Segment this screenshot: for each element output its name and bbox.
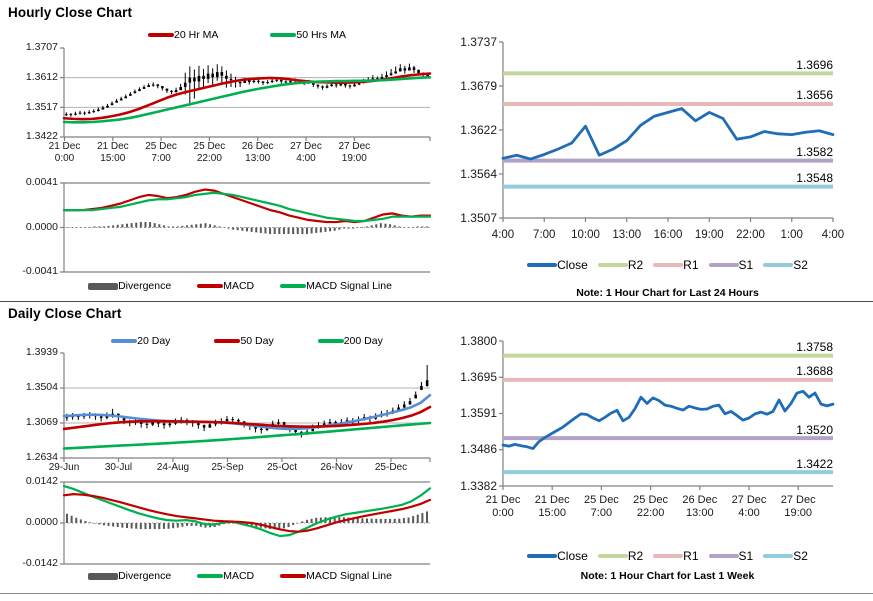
legend-swatch-200-day: [317, 339, 344, 343]
legend-swatch-s1: [708, 554, 739, 558]
legend-label: 50 Day: [240, 335, 274, 347]
legend-swatch-s2: [763, 263, 794, 267]
legend-swatch-20-day: [111, 339, 138, 343]
legend-label: MACD: [223, 570, 255, 582]
legend-item: Close: [527, 549, 588, 563]
legend-item: S1: [708, 549, 754, 563]
legend-item: MACD: [197, 280, 254, 292]
legend-label: S1: [738, 258, 754, 272]
legend-label: Close: [557, 258, 588, 272]
legend-item: 20 Hr MA: [148, 29, 218, 41]
legend-item: 50 Hrs MA: [270, 29, 346, 41]
legend-label: R1: [683, 258, 699, 272]
legend-swatch-r1: [653, 554, 684, 558]
legend-item: S2: [763, 258, 808, 272]
legend-item: R2: [597, 549, 644, 563]
legend-item: MACD: [197, 570, 254, 582]
legend-item: Close: [527, 258, 588, 272]
legend-item: R1: [653, 549, 699, 563]
legend-label: R1: [683, 549, 699, 563]
hourly-section-title: Hourly Close Chart: [8, 5, 133, 20]
legend-swatch-50-day: [214, 339, 241, 343]
legend-label: MACD: [223, 280, 255, 292]
legend-item: 20 Day: [111, 335, 170, 347]
legend-label: S2: [793, 549, 808, 563]
legend-swatch-r2: [597, 554, 628, 558]
legend-label: S2: [793, 258, 808, 272]
legend-swatch-macd: [197, 574, 224, 578]
legend-label: 50 Hrs MA: [296, 29, 346, 41]
legend-label: MACD Signal Line: [306, 280, 392, 292]
legend-swatch-close: [527, 263, 558, 267]
legend-item: Divergence: [88, 570, 171, 582]
bottom-divider: [0, 593, 873, 594]
legend-item: 200 Day: [317, 335, 383, 347]
legend-item: MACD Signal Line: [280, 280, 392, 292]
weekly-pivot-legend: Close R2 R1 S1 S2: [495, 549, 840, 563]
weekly-pivot-note: Note: 1 Hour Chart for Last 1 Week: [580, 570, 755, 582]
hourly-ma-legend: 20 Hr MA 50 Hrs MA: [64, 29, 430, 41]
legend-swatch-50-hrs-ma: [270, 33, 297, 37]
legend-item: S1: [708, 258, 754, 272]
daily-section-title: Daily Close Chart: [8, 306, 122, 321]
hourly-macd-legend: Divergence MACD MACD Signal Line: [50, 280, 430, 292]
legend-label: 20 Hr MA: [174, 29, 219, 41]
legend-swatch-r2: [597, 263, 628, 267]
legend-item: Divergence: [88, 280, 171, 292]
section-divider: [0, 301, 873, 302]
legend-item: 50 Day: [214, 335, 274, 347]
legend-item: R2: [597, 258, 644, 272]
legend-swatch-macd-signal-line: [280, 284, 307, 288]
legend-label: Close: [557, 549, 588, 563]
legend-label: R2: [627, 258, 644, 272]
legend-swatch-close: [527, 554, 558, 558]
legend-swatch-20-hr-ma: [148, 33, 175, 37]
daily-ma-legend: 20 Day 50 Day 200 Day: [64, 335, 430, 347]
daily-macd-legend: Divergence MACD MACD Signal Line: [50, 570, 430, 582]
legend-label: MACD Signal Line: [306, 570, 392, 582]
legend-label: 200 Day: [343, 335, 383, 347]
legend-swatch-macd: [197, 284, 224, 288]
legend-item: R1: [653, 258, 699, 272]
legend-swatch-macd-signal-line: [280, 574, 307, 578]
legend-label: 20 Day: [137, 335, 171, 347]
legend-swatch-divergence: [88, 282, 119, 290]
legend-item: MACD Signal Line: [280, 570, 392, 582]
hourly-pivot-note: Note: 1 Hour Chart for Last 24 Hours: [576, 287, 759, 299]
legend-item: S2: [763, 549, 808, 563]
legend-label: Divergence: [118, 570, 172, 582]
legend-label: R2: [627, 549, 644, 563]
legend-swatch-r1: [653, 263, 684, 267]
legend-swatch-s2: [763, 554, 794, 558]
legend-swatch-s1: [708, 263, 739, 267]
hourly-pivot-legend: Close R2 R1 S1 S2: [495, 258, 840, 272]
legend-swatch-divergence: [88, 572, 119, 580]
legend-label: Divergence: [118, 280, 172, 292]
legend-label: S1: [738, 549, 754, 563]
